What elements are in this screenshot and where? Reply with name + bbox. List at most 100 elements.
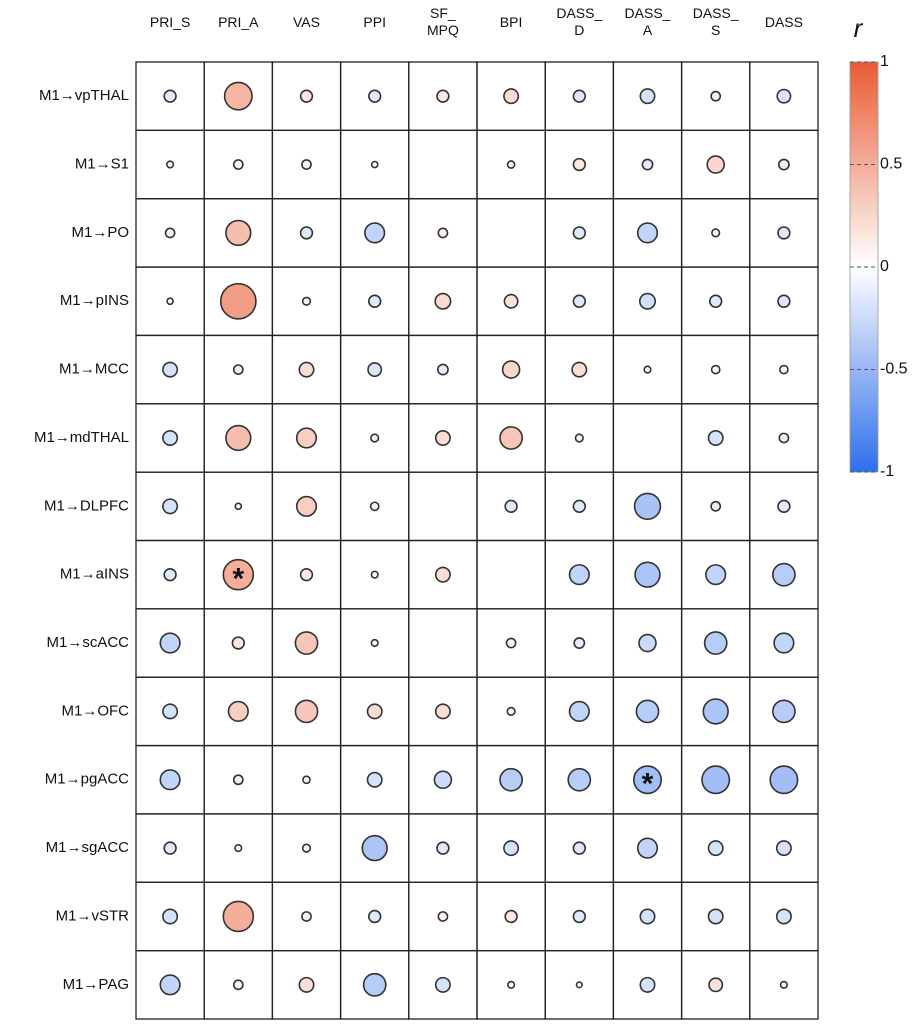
correlation-circle — [705, 564, 727, 586]
correlation-circle — [368, 294, 382, 308]
correlation-circle — [295, 495, 318, 517]
correlation-circle — [370, 638, 379, 648]
column-label: SF_ MPQ — [426, 5, 459, 38]
cell — [749, 949, 819, 1020]
row-label: M1→MCC — [59, 361, 129, 378]
row-label: M1→scACC — [46, 634, 129, 651]
correlation-circle — [301, 159, 312, 170]
correlation-circle — [299, 567, 314, 582]
correlation-circle — [777, 499, 791, 514]
correlation-circle — [639, 976, 656, 993]
colorbar-tick-label: -1 — [880, 463, 894, 480]
correlation-circle — [162, 908, 179, 925]
correlation-circle — [769, 765, 799, 795]
correlation-circle — [506, 160, 516, 169]
correlation-circle — [573, 637, 586, 649]
cell — [612, 403, 683, 473]
correlation-circle — [504, 499, 518, 514]
correlation-circle — [703, 631, 728, 655]
colorbar-tick-label: 0 — [880, 258, 889, 275]
column-label: BPI — [499, 14, 523, 30]
correlation-circle — [232, 979, 244, 991]
correlation-circle — [567, 767, 592, 792]
row-label: M1→sgACC — [46, 839, 130, 856]
row-label: M1→pINS — [60, 292, 129, 309]
correlation-circle — [574, 433, 584, 443]
correlation-circle — [362, 972, 387, 997]
correlation-circle — [232, 159, 244, 170]
correlation-circle — [639, 908, 656, 925]
correlation-circle — [434, 703, 451, 720]
significance-marker: * — [232, 563, 244, 596]
correlation-circle — [707, 908, 724, 925]
correlation-circle — [572, 499, 586, 514]
column-label: PPI — [363, 14, 386, 30]
correlation-circle — [707, 840, 724, 857]
correlation-circle — [777, 158, 790, 171]
correlation-circle — [163, 841, 177, 855]
correlation-circle — [159, 769, 181, 791]
cell — [408, 608, 478, 678]
correlation-circle — [368, 89, 382, 103]
correlation-circle — [776, 88, 792, 104]
correlation-circle — [434, 429, 451, 446]
correlation-circle — [641, 158, 654, 171]
correlation-circle — [368, 909, 382, 924]
correlation-circle — [370, 160, 379, 169]
correlation-circle — [370, 433, 380, 443]
row-label: M1→OFC — [62, 702, 130, 719]
correlation-circle — [503, 293, 519, 309]
correlation-circle — [568, 700, 590, 722]
correlation-circle — [708, 294, 723, 308]
column-label: PRI_S — [149, 14, 191, 30]
correlation-circle — [232, 364, 244, 376]
correlation-circle — [777, 294, 791, 308]
correlation-circle — [572, 909, 586, 924]
correlation-circle — [777, 226, 791, 240]
correlation-circle — [643, 365, 652, 374]
correlation-circle — [772, 562, 796, 587]
correlation-circle — [369, 501, 380, 512]
correlation-circle — [301, 911, 312, 922]
correlation-circle — [571, 361, 588, 378]
column-label: DASS — [764, 14, 803, 30]
correlation-circle — [568, 564, 590, 586]
row-label: M1→DLPFC — [44, 497, 129, 514]
row-label: M1→vSTR — [56, 907, 130, 924]
correlation-circle — [223, 81, 253, 111]
correlation-circle — [501, 360, 521, 379]
correlation-circle — [572, 157, 586, 172]
correlation-circle — [299, 226, 314, 240]
correlation-circle — [575, 981, 583, 989]
correlation-circle — [503, 88, 520, 105]
correlation-circle — [436, 363, 449, 376]
correlation-circle — [222, 900, 255, 933]
correlation-circle — [634, 561, 661, 588]
correlation-circle — [433, 770, 453, 790]
correlation-circle — [366, 771, 383, 788]
correlation-circle — [710, 90, 722, 102]
correlation-circle — [638, 633, 657, 653]
correlation-circle — [364, 222, 386, 244]
row-label: M1→PAG — [63, 976, 129, 993]
correlation-circle — [434, 976, 451, 993]
correlation-circle — [437, 911, 449, 922]
correlation-circle — [436, 841, 450, 855]
cell — [408, 471, 478, 542]
significance-marker: * — [642, 768, 654, 801]
correlation-circle — [225, 424, 252, 452]
correlation-circle — [779, 364, 789, 375]
column-label: VAS — [293, 14, 320, 30]
row-label: M1→vpTHAL — [39, 87, 129, 104]
correlation-circle — [298, 361, 315, 378]
colorbar-tick-label: -0.5 — [880, 361, 908, 378]
correlation-circle — [633, 492, 662, 521]
correlation-circle — [163, 567, 177, 582]
correlation-circle — [366, 703, 383, 720]
correlation-circle — [636, 222, 659, 244]
correlation-circle — [706, 155, 726, 174]
correlation-circle — [707, 429, 724, 446]
correlation-circle — [222, 558, 255, 591]
colorbar-tick-label: 1 — [880, 53, 889, 70]
